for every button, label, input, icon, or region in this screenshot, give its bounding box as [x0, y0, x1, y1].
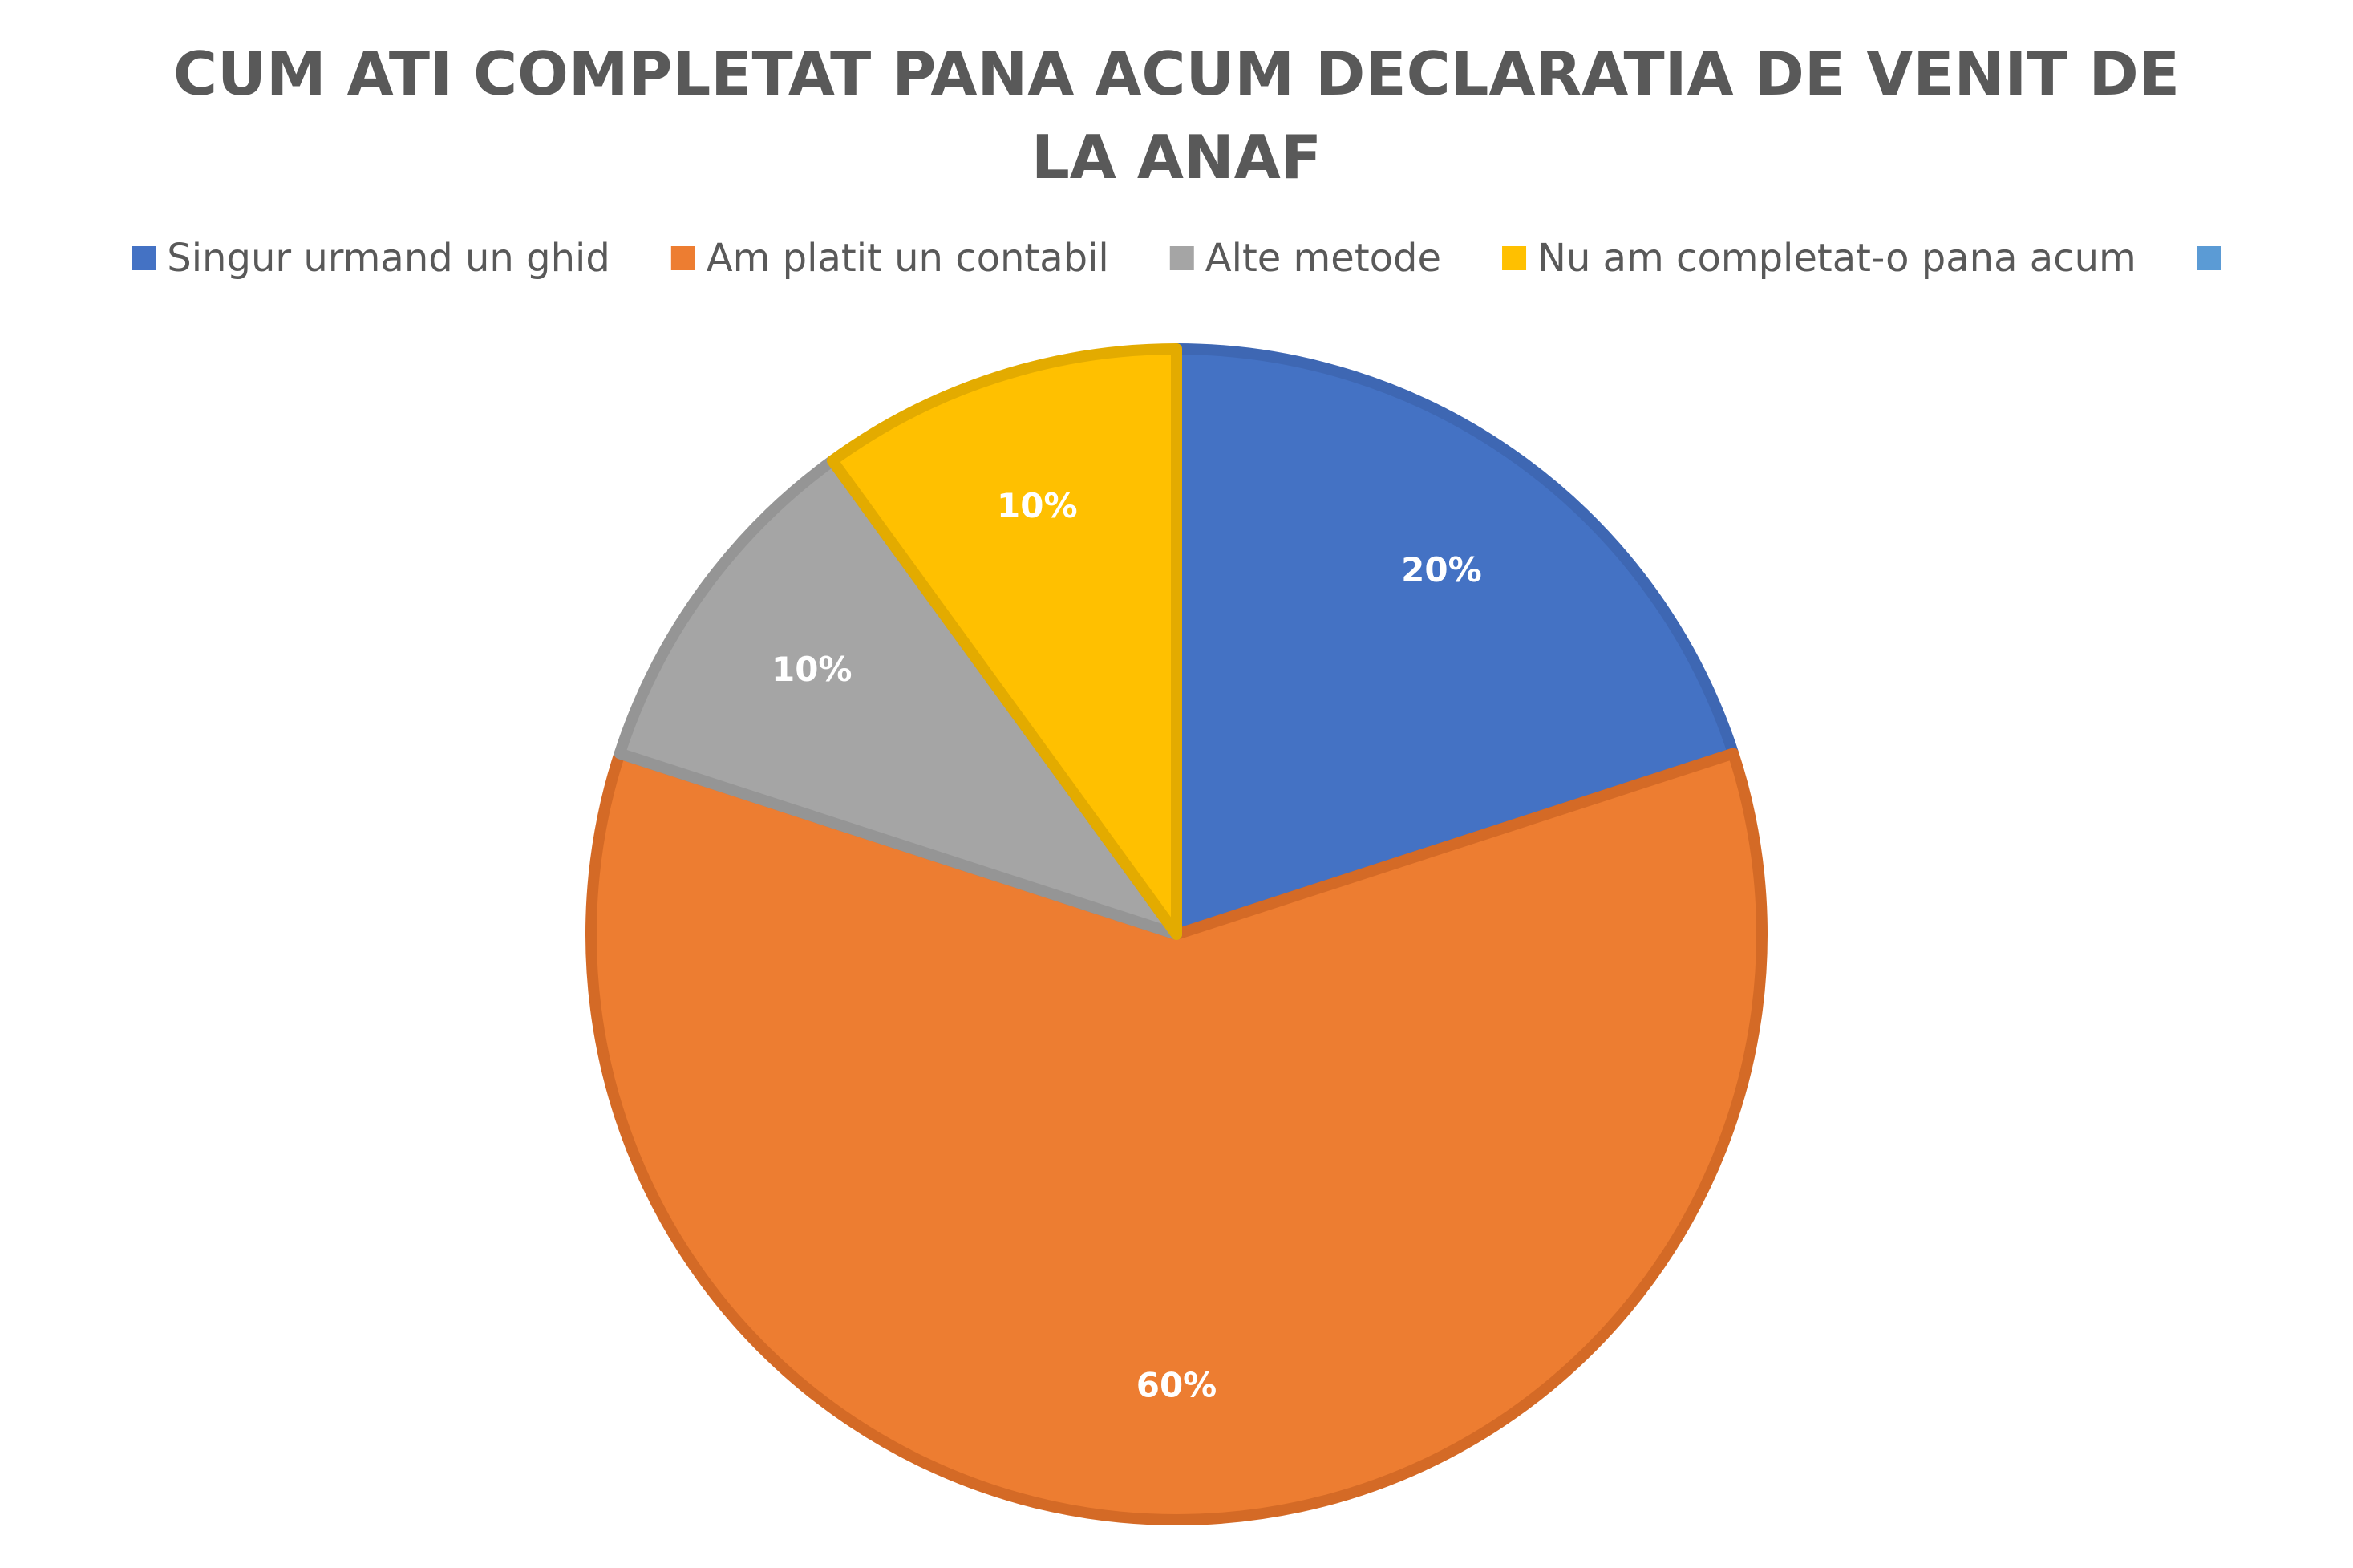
pie-slices: [585, 343, 1768, 1525]
legend-swatch-nu-am-completat-o-pana-acum: [1502, 246, 1527, 270]
pie-slice-am-platit-un-contabil: [585, 748, 1768, 1525]
pie-data-labels: 20% 60% 10% 10%: [772, 486, 1482, 1405]
legend-item-alte-metode: Alte metode: [1169, 236, 1441, 281]
chart-title-line-2: LA ANAF: [1031, 122, 1322, 192]
legend-item-am-platit-un-contabil: Am platit un contabil: [670, 236, 1109, 281]
data-label-am-platit-un-contabil: 60%: [1136, 1366, 1217, 1405]
legend-label-alte-metode: Alte metode: [1205, 236, 1441, 281]
legend-item-nu-am-completat-o-pana-acum: Nu am completat-o pana acum: [1502, 236, 2136, 281]
data-label-singur-urmand-un-ghid: 20%: [1401, 550, 1482, 590]
legend-swatch-empty: [2197, 246, 2221, 270]
chart-legend: Singur urmand un ghid Am platit un contab…: [132, 236, 2221, 281]
legend-item-singur-urmand-un-ghid: Singur urmand un ghid: [132, 236, 610, 281]
data-label-alte-metode: 10%: [772, 650, 853, 689]
legend-swatch-am-platit-un-contabil: [670, 246, 695, 270]
legend-label-singur-urmand-un-ghid: Singur urmand un ghid: [167, 236, 610, 281]
pie-slice-singur-urmand-un-ghid: [1171, 343, 1739, 940]
legend-label-am-platit-un-contabil: Am platit un contabil: [707, 236, 1109, 281]
legend-label-nu-am-completat-o-pana-acum: Nu am completat-o pana acum: [1537, 236, 2136, 281]
chart-title-line-1: CUM ATI COMPLETAT PANA ACUM DECLARATIA D…: [173, 38, 2180, 109]
pie-slice-nu-am-completat-o-pana-acum: [826, 343, 1182, 940]
pie-slice-alte-metode: [614, 455, 1182, 940]
legend-item-empty: [2197, 246, 2221, 270]
data-label-nu-am-completat-o-pana-acum: 10%: [997, 486, 1078, 525]
legend-swatch-singur-urmand-un-ghid: [132, 246, 156, 270]
legend-swatch-alte-metode: [1169, 246, 1194, 270]
